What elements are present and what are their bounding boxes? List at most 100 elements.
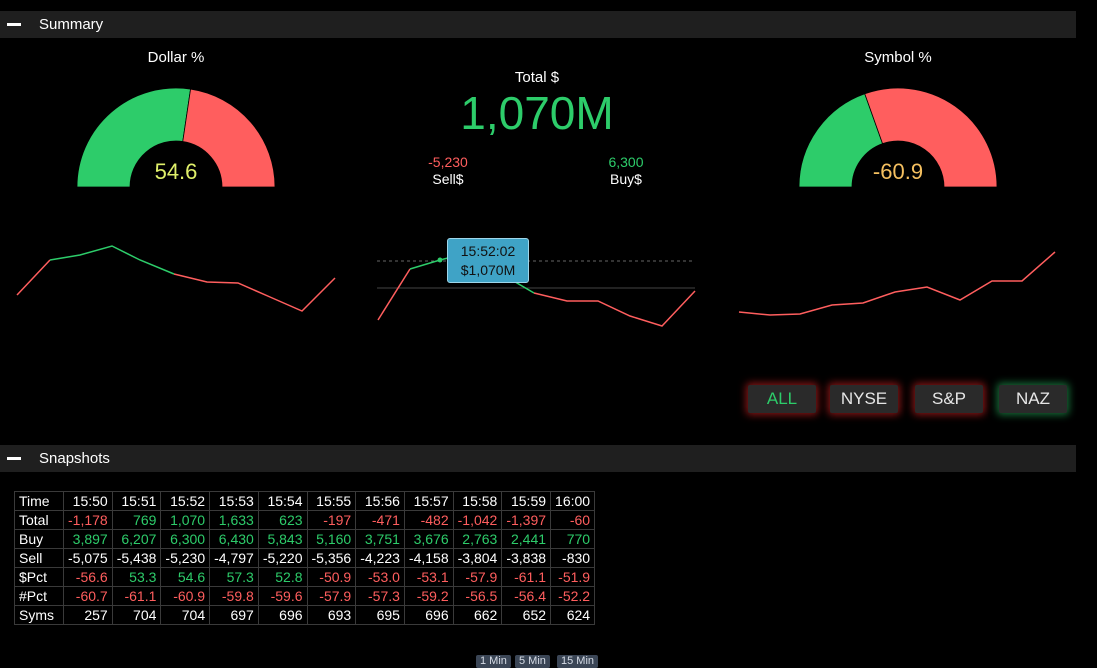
table-cell: 6,430 (209, 529, 259, 549)
table-cell: -5,438 (111, 548, 162, 568)
filter-button-nyse[interactable]: NYSE (830, 385, 898, 413)
filter-button-naz[interactable]: NAZ (999, 385, 1067, 413)
gauge-red-segment (864, 87, 998, 188)
table-cell: 704 (111, 605, 162, 625)
table-cell: 696 (403, 605, 454, 625)
interval-1min-button[interactable]: 1 Min (476, 655, 511, 668)
table-row-label: #Pct (14, 586, 64, 606)
buy-value: 6,300 (608, 154, 644, 170)
table-cell: 696 (257, 605, 308, 625)
table-cell: 2,441 (501, 529, 552, 549)
table-cell: 6,207 (111, 529, 162, 549)
table-header-cell: Time (14, 491, 64, 511)
sell-label: Sell$ (432, 171, 464, 187)
table-cell: -59.8 (209, 586, 259, 606)
interval-15min-button[interactable]: 15 Min (557, 655, 599, 668)
symbol-gauge-title: Symbol % (864, 49, 932, 66)
table-cell: -60 (550, 510, 596, 530)
chart-tooltip: 15:52:02 $1,070M (447, 238, 529, 283)
symbol-gauge-value: -60.9 (872, 159, 924, 184)
table-cell: -60.7 (63, 586, 113, 606)
table-cell: -1,178 (63, 510, 113, 530)
table-cell: -61.1 (501, 567, 552, 587)
dollar-pct-line-red-a (16, 259, 51, 296)
table-cell: -197 (306, 510, 357, 530)
table-header-cell: 15:55 (306, 491, 357, 511)
table-cell: 623 (257, 510, 308, 530)
table-row-label: Total (14, 510, 64, 530)
table-cell: -482 (403, 510, 454, 530)
table-cell: 5,843 (257, 529, 308, 549)
dollar-pct-sparkline (16, 245, 336, 312)
table-cell: -53.0 (355, 567, 405, 587)
table-row-label: Sell (14, 548, 64, 568)
table-cell: 769 (111, 510, 162, 530)
table-cell: -53.1 (403, 567, 454, 587)
table-row-label: Buy (14, 529, 64, 549)
filter-button-sp[interactable]: S&P (915, 385, 983, 413)
symbol-gauge (798, 87, 998, 188)
snapshots-title: Snapshots (39, 450, 110, 467)
table-row: Buy 3,897 6,207 6,300 6,430 5,843 5,160 3,751 3,… (14, 529, 596, 549)
table-header-row: Time 15:50 15:51 15:52 15:53 15:54 15:55 15:56 1… (14, 491, 596, 511)
table-cell: -1,042 (452, 510, 503, 530)
table-row-label: Syms (14, 605, 64, 625)
table-header-cell: 15:50 (63, 491, 113, 511)
table-cell: -56.6 (63, 567, 113, 587)
table-cell: 57.3 (209, 567, 259, 587)
table-cell: -3,804 (452, 548, 503, 568)
table-cell: -52.2 (550, 586, 596, 606)
interval-5min-button[interactable]: 5 Min (515, 655, 550, 668)
table-cell: 693 (306, 605, 357, 625)
table-header-cell: 15:56 (355, 491, 405, 511)
dollar-gauge-value: 54.6 (154, 159, 198, 184)
table-cell: -471 (355, 510, 405, 530)
table-cell: 54.6 (160, 567, 211, 587)
filter-button-all[interactable]: ALL (748, 385, 816, 413)
table-header-cell: 15:57 (403, 491, 454, 511)
total-line-red-a (377, 268, 411, 321)
gauge-red-segment (182, 88, 276, 188)
table-cell: -61.1 (111, 586, 162, 606)
summary-panel-header: Summary (0, 11, 1076, 38)
table-cell: 53.3 (111, 567, 162, 587)
table-cell: -3,838 (501, 548, 552, 568)
summary-title: Summary (39, 16, 104, 33)
table-cell: -4,223 (355, 548, 405, 568)
table-cell: -59.2 (403, 586, 454, 606)
table-cell: 52.8 (257, 567, 308, 587)
table-row: Sell -5,075 -5,438 -5,230 -4,797 -5,220 -5,356… (14, 548, 596, 568)
table-cell: 2,763 (452, 529, 503, 549)
table-cell: -4,158 (403, 548, 454, 568)
table-cell: 3,676 (403, 529, 454, 549)
table-cell: 697 (209, 605, 259, 625)
table-cell: 3,751 (355, 529, 405, 549)
sell-value: -5,230 (428, 154, 468, 170)
table-cell: 5,160 (306, 529, 357, 549)
table-cell: 662 (452, 605, 503, 625)
table-header-cell: 15:52 (160, 491, 211, 511)
table-cell: 257 (63, 605, 113, 625)
table-header-cell: 15:53 (209, 491, 259, 511)
symbol-pct-sparkline (738, 251, 1056, 316)
hover-point (437, 257, 443, 263)
table-cell: 770 (550, 529, 596, 549)
buy-label: Buy$ (610, 171, 642, 187)
table-cell: -57.9 (452, 567, 503, 587)
total-line-red-b (533, 290, 696, 327)
table-cell: 3,897 (63, 529, 113, 549)
snapshots-table: Time 15:50 15:51 15:52 15:53 15:54 15:55 15:56 1… (14, 491, 596, 625)
dollar-pct-line-green (49, 245, 175, 275)
collapse-icon[interactable] (7, 23, 21, 26)
table-cell: -57.3 (355, 586, 405, 606)
collapse-icon[interactable] (7, 457, 21, 460)
table-cell: -5,220 (257, 548, 308, 568)
table-cell: 704 (160, 605, 211, 625)
table-cell: -50.9 (306, 567, 357, 587)
total-sparkline[interactable] (360, 230, 710, 340)
tooltip-value: $1,070M (460, 262, 516, 278)
table-header-cell: 15:54 (257, 491, 308, 511)
table-row: Syms 257 704 704 697 696 693 695 696 662 652 624 (14, 605, 596, 625)
dollar-pct-line-red-b (173, 273, 336, 312)
gauge-green-segment (76, 87, 192, 188)
